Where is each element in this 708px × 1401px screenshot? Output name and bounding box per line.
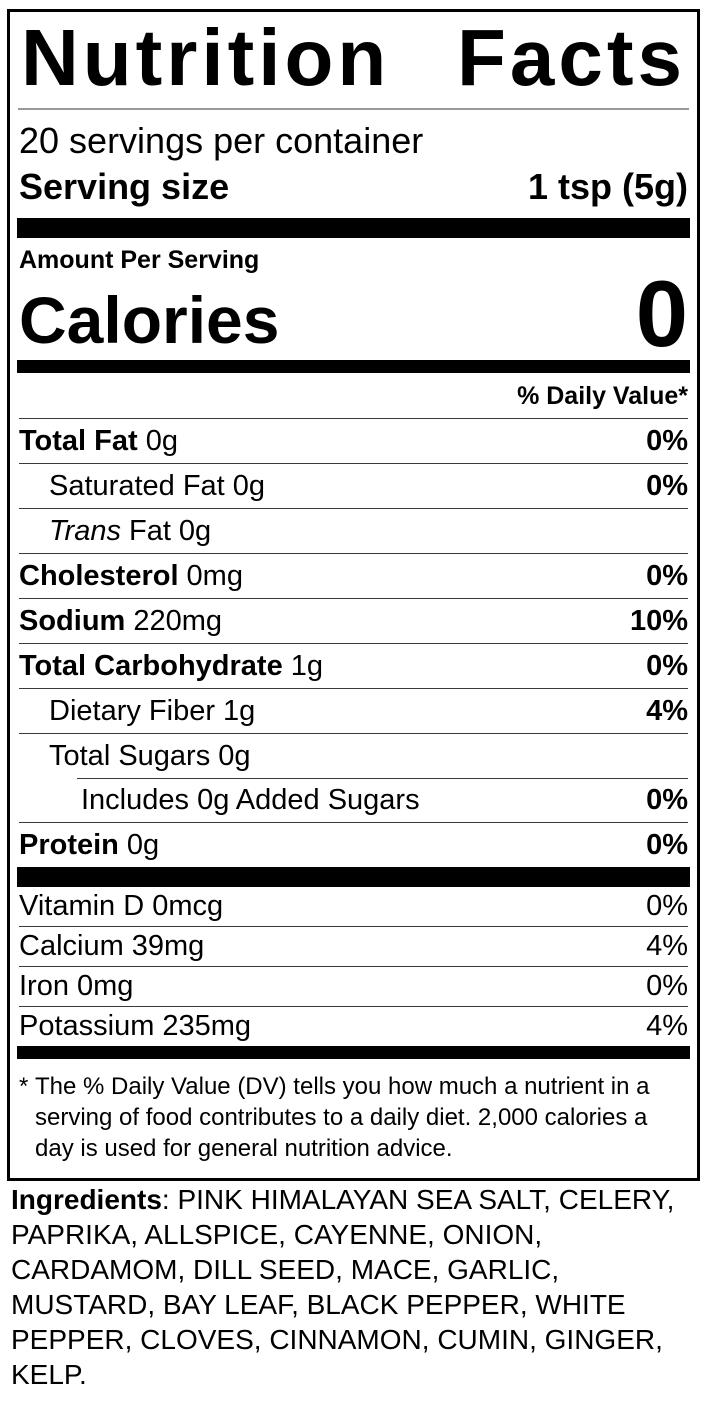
nutrient-row: Includes 0g Added Sugars 0% [19, 778, 688, 822]
vitamin-name-text: Potassium [19, 1010, 155, 1043]
nutrient-amount: 1g [223, 695, 256, 728]
nutrient-name: Saturated Fat 0g [49, 464, 265, 508]
label-title: Nutrition Facts [19, 12, 688, 108]
footnote-asterisk: * [19, 1073, 29, 1101]
calories-row: Calories 0 [19, 261, 688, 366]
ingredients-statement: Ingredients: PINK HIMALAYAN SEA SALT, CE… [11, 1182, 683, 1392]
vitamin-amount: 235mg [162, 1010, 252, 1043]
nutrient-amount: 220mg [133, 605, 223, 638]
daily-value-header: % Daily Value* [517, 382, 688, 411]
nutrient-row: Total Sugars 0g [19, 733, 688, 778]
calories-value: 0 [635, 261, 688, 366]
nutrient-daily-value: 10% [629, 605, 688, 638]
nutrient-name: Total Sugars 0g [49, 734, 250, 778]
section-divider-bar [17, 1046, 690, 1060]
vitamin-row: Calcium 39mg 4% [19, 926, 688, 966]
nutrient-name: Total Fat 0g [19, 419, 178, 463]
ingredients-label: Ingredients [11, 1184, 162, 1215]
nutrient-name-text: Dietary Fiber [49, 695, 215, 728]
nutrient-amount: 0g [145, 425, 178, 458]
nutrient-daily-value: 0% [646, 650, 688, 683]
nutrient-daily-value: 4% [646, 695, 688, 728]
vitamin-row: Iron 0mg 0% [19, 966, 688, 1006]
section-divider-bar [17, 360, 690, 374]
nutrient-rows: Total Fat 0g 0% Saturated Fat 0g 0% Trans F… [19, 418, 688, 867]
title-underline [18, 108, 689, 110]
label-title-word-1: Nutrition [21, 13, 391, 102]
nutrient-amount: 0mg [186, 560, 243, 593]
label-title-word-2: Facts [457, 13, 686, 102]
nutrient-daily-value: 0% [646, 470, 688, 503]
vitamin-amount: 39mg [131, 930, 205, 963]
nutrient-amount: 0g [178, 515, 212, 548]
nutrient-name: Cholesterol 0mg [19, 554, 243, 598]
vitamin-rows: Vitamin D 0mcg 0% Calcium 39mg 4% Iron 0mg … [19, 887, 688, 1046]
vitamin-row: Vitamin D 0mcg 0% [19, 887, 688, 926]
calories-label: Calories [19, 283, 280, 358]
vitamin-name-text: Calcium [19, 930, 124, 963]
nutrient-amount: 0g [232, 470, 265, 503]
vitamin-row: Potassium 235mg 4% [19, 1006, 688, 1046]
section-divider-bar [17, 867, 690, 888]
vitamin-name: Calcium 39mg [19, 927, 204, 966]
nutrient-name: Total Carbohydrate 1g [19, 644, 323, 688]
nutrient-name-text: Cholesterol [19, 560, 179, 593]
serving-size-value: 1 tsp (5g) [527, 166, 688, 207]
vitamin-name-text: Vitamin D [19, 890, 145, 923]
nutrient-name-text: Total Sugars [49, 740, 211, 773]
nutrient-amount: 0g [218, 740, 251, 773]
vitamin-amount: 0mcg [152, 890, 224, 923]
nutrient-name-text: Includes 0g Added Sugars [81, 784, 420, 817]
nutrient-name: Protein 0g [19, 823, 159, 867]
nutrient-row: Total Carbohydrate 1g 0% [19, 643, 688, 688]
nutrient-name: Trans Fat 0g [49, 509, 211, 553]
nutrient-name: Sodium 220mg [19, 599, 222, 643]
nutrient-row: Cholesterol 0mg 0% [19, 553, 688, 598]
nutrient-row: Sodium 220mg 10% [19, 598, 688, 643]
vitamin-name: Iron 0mg [19, 967, 133, 1006]
nutrient-name-text: Saturated Fat [49, 470, 225, 503]
daily-value-footnote: * The % Daily Value (DV) tells you how m… [19, 1059, 688, 1178]
nutrient-row: Saturated Fat 0g 0% [19, 463, 688, 508]
amount-per-serving-label: Amount Per Serving [19, 246, 260, 274]
nutrient-name-text: Total Fat [19, 425, 138, 458]
nutrient-name-text: Fat [128, 515, 171, 548]
serving-size-row: Serving size 1 tsp (5g) [19, 163, 688, 218]
nutrient-name-italic-prefix: Trans [49, 515, 121, 548]
vitamin-daily-value: 4% [646, 1010, 688, 1043]
nutrient-daily-value: 0% [646, 425, 688, 458]
nutrition-facts-label: Nutrition Facts 20 servings per containe… [7, 9, 700, 1182]
nutrient-name: Includes 0g Added Sugars [81, 778, 420, 822]
nutrient-daily-value: 0% [646, 784, 688, 817]
section-divider-bar [17, 218, 690, 238]
nutrient-row: Dietary Fiber 1g 4% [19, 688, 688, 733]
vitamin-name: Vitamin D 0mcg [19, 887, 223, 926]
nutrient-row: Total Fat 0g 0% [19, 418, 688, 463]
nutrient-row: Protein 0g 0% [19, 822, 688, 867]
nutrient-amount: 1g [290, 650, 323, 683]
vitamin-amount: 0mg [76, 970, 134, 1003]
nutrient-name-text: Protein [19, 829, 119, 862]
footnote-text: The % Daily Value (DV) tells you how muc… [35, 1073, 650, 1163]
nutrient-name-text: Sodium [19, 605, 126, 638]
vitamin-name: Potassium 235mg [19, 1007, 251, 1046]
serving-size-label: Serving size [19, 166, 230, 207]
nutrient-daily-value: 0% [646, 829, 688, 862]
nutrient-daily-value: 0% [646, 560, 688, 593]
servings-per-container: 20 servings per container [19, 120, 424, 161]
vitamin-daily-value: 0% [646, 890, 688, 923]
nutrient-name: Dietary Fiber 1g [49, 689, 255, 733]
ingredients-text: : PINK HIMALAYAN SEA SALT, CELERY, PAPRI… [11, 1184, 675, 1390]
nutrient-row: Trans Fat 0g [19, 508, 688, 553]
nutrient-amount: 0g [126, 829, 160, 862]
vitamin-daily-value: 4% [646, 930, 688, 963]
vitamin-name-text: Iron [19, 970, 69, 1003]
vitamin-daily-value: 0% [646, 970, 688, 1003]
nutrient-name-text: Total Carbohydrate [19, 650, 283, 683]
